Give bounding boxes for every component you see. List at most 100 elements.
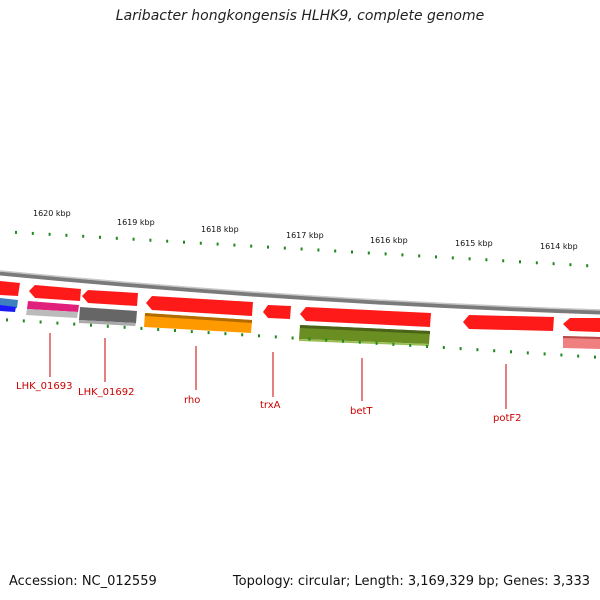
gene-arrow[interactable] [82, 290, 138, 306]
minor-tick [216, 242, 219, 246]
gene-label: trxA [260, 400, 281, 411]
gene-arrow-blue[interactable] [0, 305, 16, 312]
scale-label: 1618 kbp [201, 225, 239, 234]
minor-tick [543, 352, 546, 356]
minor-tick [48, 232, 51, 236]
scale-label: 1616 kbp [370, 236, 408, 245]
minor-tick [174, 329, 176, 332]
minor-tick [435, 255, 437, 259]
scale-ticks-outer [15, 230, 589, 268]
minor-tick [82, 234, 85, 238]
minor-tick [526, 351, 529, 355]
minor-tick [535, 261, 538, 265]
minor-tick [367, 251, 370, 255]
gene-arrow-blue[interactable] [0, 298, 18, 308]
minor-tick [149, 238, 152, 242]
minor-tick [73, 322, 76, 326]
gene-arrow-light[interactable] [26, 309, 78, 318]
minor-tick [15, 230, 17, 234]
minor-tick [577, 354, 580, 358]
scale-label: 1614 kbp [540, 242, 578, 251]
gene-arrow[interactable] [463, 315, 554, 331]
minor-tick [250, 244, 253, 248]
minor-tick [99, 235, 101, 239]
minor-tick [375, 341, 378, 345]
minor-tick [502, 259, 505, 263]
minor-tick [183, 240, 185, 244]
minor-tick [569, 263, 572, 267]
minor-tick [317, 248, 320, 252]
minor-tick [426, 345, 428, 348]
minor-tick [308, 337, 311, 341]
gene-label: betT [350, 406, 373, 417]
minor-tick [115, 236, 118, 240]
genome-summary-text: Topology: circular; Length: 3,169,329 bp… [232, 574, 590, 589]
gene-label: LHK_01692 [78, 387, 134, 398]
minor-tick [459, 347, 462, 351]
minor-tick [392, 342, 395, 346]
minor-tick [519, 260, 521, 264]
minor-tick [300, 247, 303, 251]
minor-tick [325, 338, 328, 342]
gene-arrow[interactable] [563, 318, 600, 332]
gene-label: potF2 [493, 413, 522, 424]
minor-tick [65, 233, 68, 237]
minor-tick [190, 330, 193, 334]
minor-tick [586, 264, 589, 268]
minor-tick [510, 350, 512, 354]
minor-tick [90, 323, 92, 327]
minor-tick [552, 262, 555, 266]
gene-arrow-pink[interactable] [563, 336, 600, 349]
minor-tick [493, 349, 496, 353]
gene-arrow-orange[interactable] [144, 313, 252, 333]
minor-tick [22, 319, 25, 323]
forward-strand-genes [0, 281, 600, 332]
minor-tick [451, 256, 454, 260]
accession-text: Accession: NC_012559 [9, 574, 157, 589]
minor-tick [56, 321, 59, 325]
gene-arrow[interactable] [29, 285, 81, 301]
minor-tick [476, 348, 479, 352]
gene-arrow[interactable] [300, 307, 431, 327]
minor-tick [358, 340, 361, 344]
scale-label: 1615 kbp [455, 239, 493, 248]
gene-label: rho [184, 395, 200, 406]
minor-tick [418, 254, 421, 258]
gene-label: LHK_01693 [16, 381, 72, 392]
scale-label: 1620 kbp [33, 209, 71, 218]
scale-label: 1617 kbp [286, 231, 324, 240]
minor-tick [274, 335, 277, 339]
minor-tick [384, 252, 387, 256]
minor-tick [283, 246, 286, 250]
minor-tick [166, 239, 169, 243]
minor-tick [140, 326, 143, 330]
minor-tick [199, 241, 202, 245]
minor-tick [132, 237, 135, 241]
minor-tick [291, 336, 294, 340]
minor-tick [241, 333, 244, 337]
reverse-strand-genes [0, 298, 600, 349]
genome-backbone [0, 270, 600, 315]
minor-tick [594, 355, 596, 359]
minor-tick [468, 257, 471, 261]
minor-tick [106, 324, 109, 328]
gene-arrow-magenta[interactable] [27, 301, 79, 312]
scale-ticks-inner [6, 318, 596, 359]
minor-tick [39, 320, 42, 324]
gene-arrow-gray[interactable] [79, 307, 137, 323]
minor-tick [224, 332, 227, 336]
minor-tick [351, 250, 353, 254]
minor-tick [342, 339, 344, 343]
scale-label: 1619 kbp [117, 218, 155, 227]
gene-arrow[interactable] [263, 305, 291, 319]
gene-arrow[interactable] [146, 296, 253, 316]
minor-tick [401, 253, 404, 257]
minor-tick [123, 325, 126, 329]
minor-tick [442, 346, 445, 349]
scale-labels: 1620 kbp 1619 kbp 1618 kbp 1617 kbp 1616 kbp… [33, 209, 578, 251]
gene-arrow[interactable] [0, 281, 20, 296]
minor-tick [207, 331, 210, 335]
minor-tick [157, 328, 160, 331]
